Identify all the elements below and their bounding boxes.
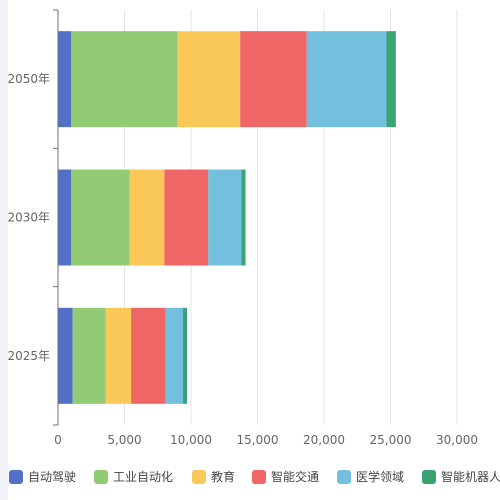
- bar-segment[interactable]: [58, 307, 73, 404]
- legend-item[interactable]: 自动驾驶: [9, 469, 76, 484]
- legend-swatch: [252, 470, 266, 484]
- chart-panel: 0 5,000 10,000 15,000 20,000 25,000 30,000 2025…: [8, 0, 500, 500]
- x-tick-label: 20,000: [303, 433, 345, 447]
- bar-segment[interactable]: [131, 307, 166, 404]
- bar-segment[interactable]: [164, 169, 209, 266]
- legend-swatch: [94, 470, 108, 484]
- legend-swatch: [192, 470, 206, 484]
- bar-segment[interactable]: [240, 31, 307, 128]
- y-tick-label: 2025年: [8, 349, 50, 363]
- axes: 0 5,000 10,000 15,000 20,000 25,000 30,000 2025…: [8, 9, 478, 447]
- bar-segment[interactable]: [72, 307, 106, 404]
- legend-item[interactable]: 教育: [192, 469, 235, 484]
- legend-label: 工业自动化: [113, 470, 173, 484]
- bar-segment[interactable]: [58, 31, 72, 128]
- legend-label: 智能机器人: [441, 469, 500, 484]
- x-tick-label: 0: [54, 433, 62, 447]
- y-tick-label: 2050年: [8, 72, 50, 86]
- bar-segment[interactable]: [208, 169, 242, 266]
- legend-swatch: [422, 470, 436, 484]
- bars: [58, 31, 396, 404]
- bar-segment[interactable]: [165, 307, 184, 404]
- bar-segment[interactable]: [105, 307, 132, 404]
- legend-label: 智能交通: [271, 469, 319, 484]
- bar-segment[interactable]: [71, 31, 178, 128]
- legend-label: 教育: [211, 469, 235, 484]
- legend-item[interactable]: 医学领域: [337, 469, 404, 484]
- x-tick-label: 25,000: [370, 433, 412, 447]
- x-tick-label: 15,000: [237, 433, 279, 447]
- bar-segment[interactable]: [306, 31, 387, 128]
- legend-swatch: [9, 470, 23, 484]
- legend-swatch: [337, 470, 351, 484]
- stacked-bar-chart: 0 5,000 10,000 15,000 20,000 25,000 30,000 2025…: [8, 9, 500, 484]
- legend[interactable]: 自动驾驶 工业自动化 教育 智能交通 医学领域 智能机器人: [9, 469, 500, 484]
- bar-segment[interactable]: [58, 169, 72, 266]
- legend-item[interactable]: 智能机器人: [422, 469, 500, 484]
- x-tick-label: 30,000: [436, 433, 478, 447]
- bar-segment[interactable]: [241, 169, 246, 266]
- x-tick-label: 5,000: [107, 433, 141, 447]
- legend-label: 医学领域: [356, 469, 404, 484]
- bar-segment[interactable]: [386, 31, 396, 128]
- y-tick-label: 2030年: [8, 211, 50, 225]
- bar-segment[interactable]: [183, 307, 188, 404]
- legend-item[interactable]: 工业自动化: [94, 470, 173, 484]
- legend-label: 自动驾驶: [28, 469, 76, 484]
- x-tick-label: 10,000: [170, 433, 212, 447]
- bar-segment[interactable]: [177, 31, 241, 128]
- bar-segment[interactable]: [129, 169, 165, 266]
- legend-item[interactable]: 智能交通: [252, 469, 319, 484]
- bar-segment[interactable]: [71, 169, 130, 266]
